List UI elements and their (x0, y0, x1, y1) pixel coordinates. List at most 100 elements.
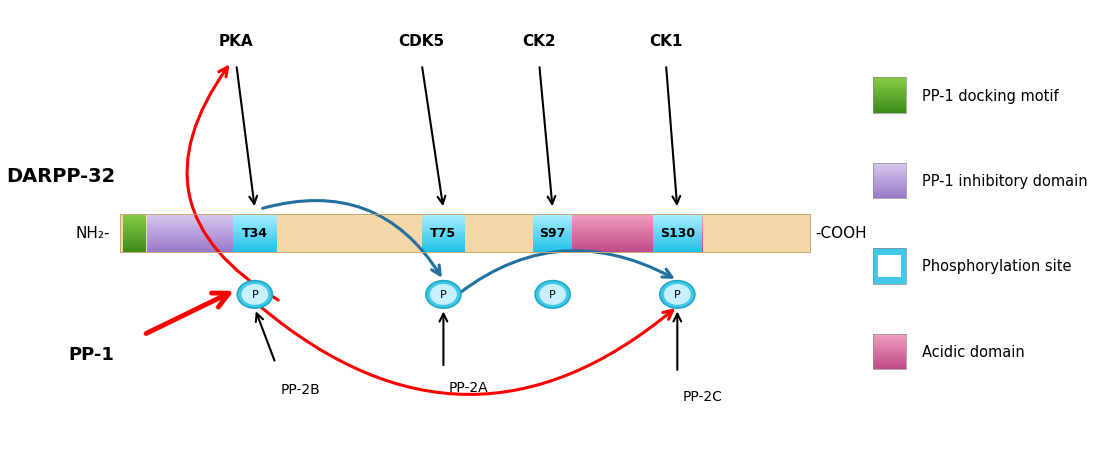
Bar (873, 106, 906, 107)
Bar (534, 218, 572, 219)
Bar (873, 80, 906, 81)
Bar (873, 102, 906, 103)
Bar (234, 218, 277, 219)
Bar (146, 244, 239, 245)
Bar (653, 236, 702, 237)
Bar (422, 235, 465, 236)
Bar (873, 186, 906, 187)
Text: PP-2B: PP-2B (281, 382, 320, 397)
Bar (422, 244, 465, 245)
Bar (571, 226, 703, 227)
Bar (571, 249, 703, 250)
Bar (571, 216, 703, 217)
Bar (146, 239, 239, 240)
Bar (146, 233, 239, 234)
Bar (571, 231, 703, 232)
Bar (534, 244, 572, 245)
Bar (146, 251, 239, 252)
Bar (873, 334, 906, 335)
Bar (873, 104, 906, 105)
Bar (571, 218, 703, 219)
Bar (123, 251, 146, 252)
Bar (873, 184, 906, 185)
Bar (123, 228, 146, 229)
Bar (123, 230, 146, 231)
Bar (123, 219, 146, 220)
Bar (653, 246, 702, 247)
Bar (873, 99, 906, 100)
Bar (534, 221, 572, 222)
Bar (873, 96, 906, 97)
Bar (234, 251, 277, 252)
Bar (234, 235, 277, 236)
Bar (873, 351, 906, 352)
Bar (123, 247, 146, 248)
Bar (873, 105, 906, 106)
Bar (873, 88, 906, 89)
Bar (873, 166, 906, 167)
Bar (422, 230, 465, 231)
Text: S130: S130 (660, 227, 695, 240)
Bar (873, 248, 906, 284)
Bar (422, 241, 465, 242)
Bar (534, 231, 572, 232)
Bar (146, 237, 239, 238)
Bar (534, 251, 572, 252)
Bar (146, 240, 239, 241)
Bar (234, 233, 277, 234)
Text: Phosphorylation site: Phosphorylation site (921, 259, 1072, 274)
Bar (534, 245, 572, 246)
Bar (123, 222, 146, 223)
Bar (571, 220, 703, 221)
Ellipse shape (660, 281, 695, 308)
Bar (123, 224, 146, 225)
Bar (234, 239, 277, 240)
Bar (571, 247, 703, 248)
Bar (146, 249, 239, 250)
Bar (234, 230, 277, 231)
Bar (123, 240, 146, 241)
Bar (123, 246, 146, 247)
Bar (234, 226, 277, 227)
Bar (873, 179, 906, 180)
Bar (234, 217, 277, 218)
Bar (571, 250, 703, 251)
Bar (571, 233, 703, 234)
Bar (653, 235, 702, 236)
Bar (123, 217, 146, 218)
Bar (146, 229, 239, 230)
Bar (422, 217, 465, 218)
Bar (571, 235, 703, 236)
Bar (146, 221, 239, 222)
Bar (653, 219, 702, 220)
Bar (571, 244, 703, 245)
Bar (571, 240, 703, 241)
Bar (422, 239, 465, 240)
Bar (422, 229, 465, 230)
Bar (873, 339, 906, 340)
Bar (534, 248, 572, 249)
Bar (571, 237, 703, 238)
Bar (534, 240, 572, 241)
Ellipse shape (237, 281, 272, 308)
Bar (571, 238, 703, 239)
Bar (873, 355, 906, 356)
Bar (534, 243, 572, 244)
Bar (422, 221, 465, 222)
Bar (653, 215, 702, 216)
Ellipse shape (535, 281, 570, 308)
Bar (873, 79, 906, 80)
Bar (873, 111, 906, 112)
Text: CDK5: CDK5 (399, 34, 445, 49)
Bar (571, 232, 703, 233)
Bar (534, 226, 572, 227)
Bar (873, 345, 906, 346)
Bar (873, 363, 906, 364)
Bar (534, 223, 572, 224)
Bar (653, 221, 702, 222)
Bar (873, 171, 906, 172)
Bar (873, 340, 906, 341)
Bar (534, 217, 572, 218)
Bar (873, 194, 906, 195)
Bar (873, 100, 906, 101)
